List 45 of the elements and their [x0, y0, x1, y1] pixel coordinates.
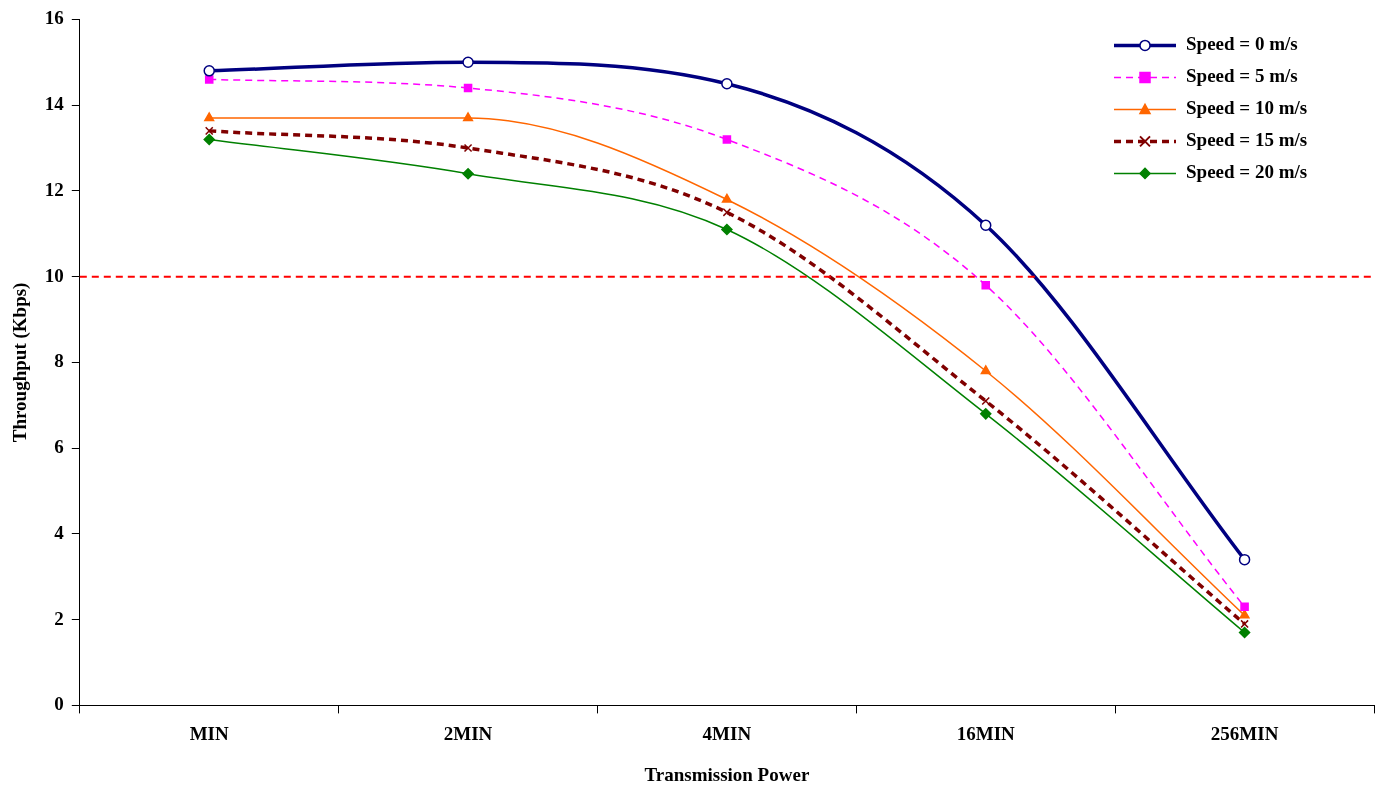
- point: [980, 365, 991, 375]
- x-tick-label: 16MIN: [956, 722, 1016, 744]
- point: [1238, 626, 1251, 639]
- point: [981, 396, 991, 406]
- point: [721, 193, 732, 203]
- y-tick-label: 4: [54, 521, 65, 543]
- point: [979, 219, 992, 231]
- point: [1240, 619, 1249, 629]
- point: [204, 112, 215, 122]
- y-tick-label: 16: [44, 7, 64, 29]
- point: [1238, 553, 1251, 566]
- legend-label: Speed = 20 m/s: [1186, 161, 1308, 183]
- point: [462, 112, 474, 122]
- legend-label: Speed = 10 m/s: [1186, 97, 1308, 119]
- point: [1240, 602, 1249, 612]
- x-tick-label: 256MIN: [1210, 722, 1279, 744]
- legend-label: Speed = 15 m/s: [1186, 129, 1308, 151]
- y-tick-label: 10: [44, 264, 64, 286]
- point: [722, 135, 732, 144]
- legend-label: Speed = 0 m/s: [1186, 33, 1298, 55]
- y-tick-label: 8: [54, 350, 64, 372]
- x-tick-label: 2MIN: [443, 722, 493, 744]
- point: [204, 75, 214, 84]
- point: [463, 83, 473, 93]
- legend-label: Speed = 5 m/s: [1186, 65, 1298, 87]
- point: [722, 208, 732, 217]
- point: [203, 65, 215, 77]
- point: [463, 143, 473, 153]
- y-tick-label: 0: [54, 693, 64, 715]
- point: [462, 56, 474, 69]
- x-tick-label: MIN: [189, 722, 230, 744]
- y-tick-label: 14: [44, 93, 65, 115]
- x-axis-title: Transmission Power: [644, 763, 810, 785]
- y-tick-label: 2: [54, 607, 64, 629]
- y-tick-label: 6: [54, 436, 64, 458]
- point: [979, 408, 992, 420]
- y-axis-title: Throughput (Kbps): [9, 282, 32, 443]
- y-tick-label: 12: [44, 178, 64, 200]
- point: [981, 280, 991, 290]
- point: [721, 77, 733, 90]
- point: [462, 168, 474, 180]
- point: [203, 133, 215, 146]
- x-tick-label: 4MIN: [702, 722, 752, 744]
- point: [204, 126, 214, 136]
- point: [721, 223, 733, 236]
